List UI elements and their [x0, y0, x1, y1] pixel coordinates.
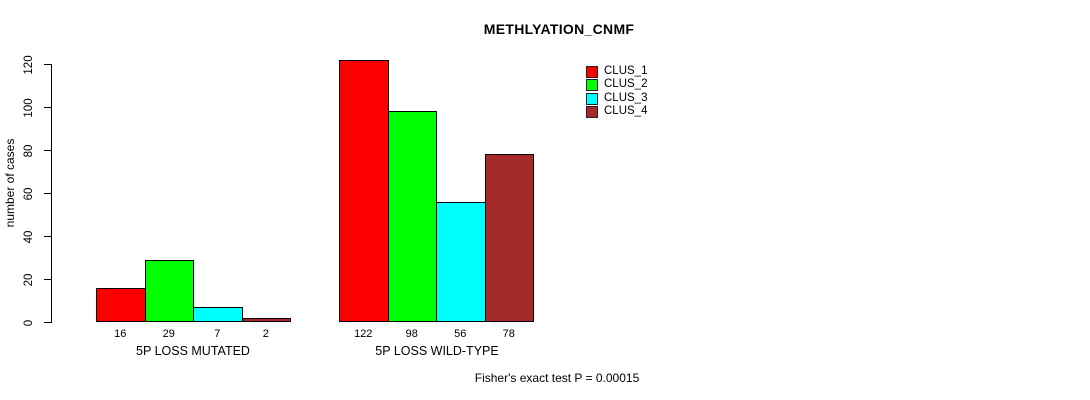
bar	[96, 287, 146, 322]
bar	[193, 306, 243, 322]
y-tick-label: 80	[23, 144, 35, 157]
bar	[241, 317, 291, 322]
y-tick	[44, 322, 51, 323]
y-tick	[44, 193, 51, 194]
y-tick-label: 40	[23, 230, 35, 243]
y-axis-title: number of cases	[3, 138, 17, 228]
bar-value-label: 78	[502, 328, 515, 340]
bar-value-label: 98	[405, 328, 418, 340]
y-axis-line	[51, 64, 52, 323]
bar-value-label: 122	[354, 328, 373, 340]
legend-label: CLUS_1	[604, 65, 648, 77]
legend-label: CLUS_3	[604, 91, 648, 104]
legend-label: CLUS_2	[604, 78, 648, 91]
y-tick-label: 60	[23, 187, 35, 200]
bar	[436, 201, 486, 322]
y-tick	[44, 279, 51, 280]
legend-swatch	[586, 66, 598, 78]
bar-value-label: 16	[114, 328, 127, 340]
bar	[484, 154, 534, 322]
legend-label: CLUS_4	[604, 105, 648, 118]
y-tick	[44, 150, 51, 151]
bar-value-label: 56	[454, 328, 467, 340]
footnote-text: Fisher's exact test P = 0.00015	[474, 371, 640, 385]
y-tick	[44, 236, 51, 237]
bar	[144, 259, 194, 322]
y-tick-label: 100	[23, 97, 35, 118]
chart-title: METHLYATION_CNMF	[483, 21, 635, 37]
y-tick-label: 120	[23, 54, 35, 75]
y-tick-label: 0	[23, 319, 35, 326]
y-tick	[44, 64, 51, 65]
bar-value-label: 29	[162, 328, 175, 340]
legend-swatch	[586, 92, 598, 105]
legend-swatch	[586, 79, 598, 92]
group-label-wild-type: 5P LOSS WILD-TYPE	[375, 344, 499, 358]
bar-value-label: 2	[262, 328, 269, 340]
y-tick	[44, 107, 51, 108]
group-label-mutated: 5P LOSS MUTATED	[136, 344, 250, 358]
bar	[339, 59, 389, 322]
y-tick-label: 20	[23, 273, 35, 286]
bar-value-label: 7	[214, 328, 221, 340]
bar	[387, 111, 437, 322]
legend-swatch	[586, 106, 598, 119]
